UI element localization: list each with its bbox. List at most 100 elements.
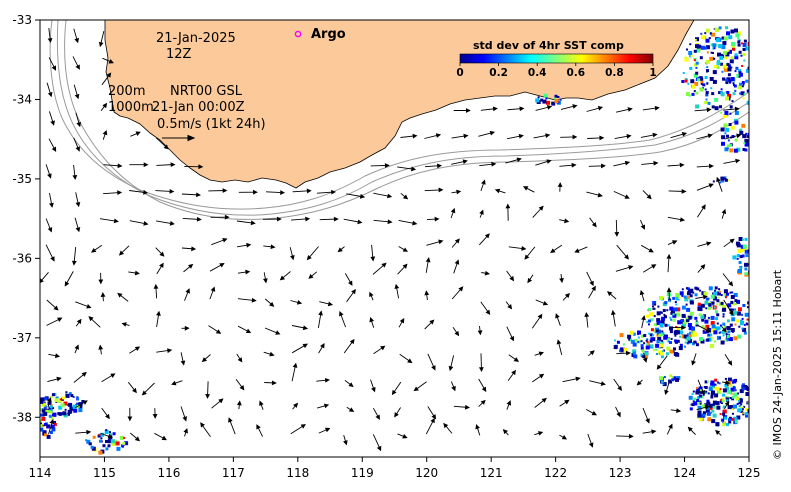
sst-pixel <box>693 401 698 406</box>
current-arrow <box>48 111 55 126</box>
sst-pixel <box>40 398 44 403</box>
current-arrow <box>101 407 110 420</box>
current-arrow <box>397 263 408 275</box>
sst-pixel <box>742 383 745 387</box>
sst-pixel <box>719 55 724 60</box>
current-arrow <box>560 104 578 110</box>
current-arrow <box>102 57 114 64</box>
sst-pixel <box>687 315 692 320</box>
current-arrow <box>616 107 633 113</box>
current-arrow <box>201 354 211 363</box>
sst-pixel <box>722 388 727 393</box>
sst-pixel <box>619 349 622 352</box>
sst-pixel <box>714 289 717 292</box>
sst-pixel <box>613 345 618 350</box>
sst-pixel <box>728 420 732 424</box>
current-arrow <box>666 423 673 435</box>
sst-pixel <box>41 409 45 413</box>
sst-pixel <box>743 59 746 62</box>
sst-pixel <box>696 287 700 291</box>
current-arrow <box>73 137 80 152</box>
sst-pixel <box>681 80 685 83</box>
sst-pixel <box>650 328 654 332</box>
sst-pixel <box>662 382 665 385</box>
sst-pixel <box>693 397 697 401</box>
sst-pixel <box>743 142 746 145</box>
current-arrow <box>45 164 52 179</box>
current-arrow <box>128 270 140 276</box>
sst-pixel <box>734 89 737 92</box>
sst-pixel <box>709 333 713 337</box>
current-arrow <box>505 157 522 164</box>
current-arrow <box>507 369 516 382</box>
sst-pixel <box>694 38 697 41</box>
sst-pixel <box>67 412 70 416</box>
sst-pixel <box>702 393 705 396</box>
current-arrow <box>265 190 286 195</box>
sst-pixel <box>623 348 628 352</box>
current-arrow <box>129 162 149 168</box>
sst-pixel <box>732 82 735 85</box>
sst-pixel <box>721 418 725 422</box>
sst-pixel <box>696 48 701 53</box>
sst-pixel <box>726 62 730 66</box>
current-arrow <box>494 188 506 194</box>
current-arrow <box>424 163 443 169</box>
current-arrow <box>453 404 471 410</box>
sst-pixel <box>721 36 725 40</box>
sst-pixel <box>749 313 752 316</box>
current-arrow <box>656 355 668 370</box>
current-arrow <box>45 244 55 262</box>
sst-pixel <box>649 333 653 337</box>
current-arrow <box>559 162 577 168</box>
sst-pixel <box>753 83 757 87</box>
sst-pixel <box>741 313 743 316</box>
sst-pixel <box>695 61 699 65</box>
sst-pixel <box>646 342 650 346</box>
current-arrow <box>642 429 657 435</box>
current-arrow <box>75 429 92 435</box>
sst-pixel <box>697 304 702 308</box>
sst-pixel <box>730 392 733 395</box>
scale-label: 0.5m/s (1kt 24h) <box>157 117 266 132</box>
sst-pixel <box>673 352 678 356</box>
sst-pixel <box>676 339 680 343</box>
sst-pixel <box>728 381 732 385</box>
sst-pixel <box>708 318 711 321</box>
sst-pixel <box>660 352 664 356</box>
current-arrow <box>73 28 80 44</box>
current-arrow <box>639 219 646 230</box>
sst-pixel <box>742 387 746 391</box>
sst-pixel <box>705 59 710 64</box>
sst-pixel <box>707 316 710 319</box>
sst-pixel <box>678 296 681 299</box>
sst-pixel <box>712 405 716 409</box>
sst-pixel <box>122 441 126 445</box>
current-arrow <box>616 433 634 439</box>
sst-pixel <box>727 418 731 422</box>
current-arrow <box>370 163 390 168</box>
current-arrow <box>237 242 252 248</box>
sst-pixel <box>734 28 738 33</box>
y-axis: -33 -34 -35 -36 -37 -38 <box>12 13 40 424</box>
current-arrow <box>318 343 325 354</box>
sst-pixel <box>687 291 691 296</box>
sst-pixel <box>753 83 757 87</box>
sst-pixel <box>752 57 755 60</box>
current-arrow <box>181 192 202 198</box>
sst-pixel <box>698 416 703 421</box>
sst-pixel <box>743 39 747 43</box>
sst-pixel <box>747 301 749 305</box>
current-arrow <box>264 298 275 307</box>
sst-pixel <box>747 132 749 136</box>
sst-pixel <box>668 300 671 303</box>
sst-pixel <box>51 427 56 432</box>
current-arrow <box>614 219 620 237</box>
current-arrow <box>587 433 594 448</box>
current-arrow <box>156 348 173 354</box>
sst-pixel <box>740 244 745 249</box>
sst-pixel <box>700 414 704 418</box>
sst-pixel <box>686 287 690 291</box>
current-arrow <box>205 381 211 399</box>
current-arrow <box>263 244 276 250</box>
